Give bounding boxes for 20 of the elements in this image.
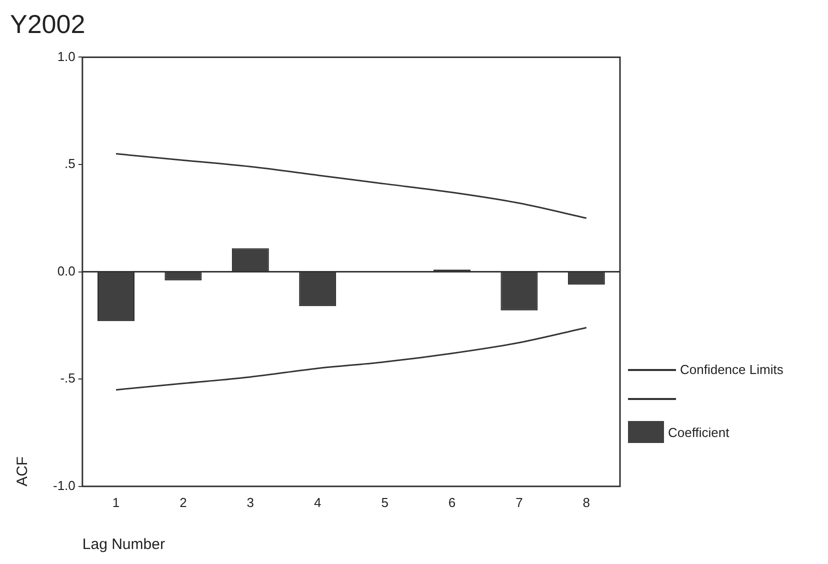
x-tick-label: 8 <box>582 494 590 510</box>
x-tick-label: 3 <box>246 494 254 510</box>
line-series <box>115 326 588 391</box>
x-tick-label: 5 <box>381 494 388 510</box>
x-tick-label: 1 <box>112 494 120 510</box>
y-tick-label: -1.0 <box>52 478 76 493</box>
legend-label: Coefficient <box>668 424 730 440</box>
line-series <box>115 153 588 219</box>
y-tick-label: -.5 <box>60 370 76 386</box>
chart-title: Y2002 <box>10 8 86 39</box>
y-tick-label: .5 <box>64 156 76 172</box>
y-tick-label: 0.0 <box>57 263 76 278</box>
x-tick-label: 4 <box>314 494 322 510</box>
x-tick-label: 6 <box>448 494 456 510</box>
y-tick-label: 1.0 <box>57 48 76 64</box>
x-axis-title: Lag Number <box>82 536 165 554</box>
x-tick-label: 2 <box>180 494 187 510</box>
x-tick-label: 7 <box>516 494 523 510</box>
y-axis-title: ACF <box>14 456 32 486</box>
legend-label: Confidence Limits <box>680 362 784 377</box>
